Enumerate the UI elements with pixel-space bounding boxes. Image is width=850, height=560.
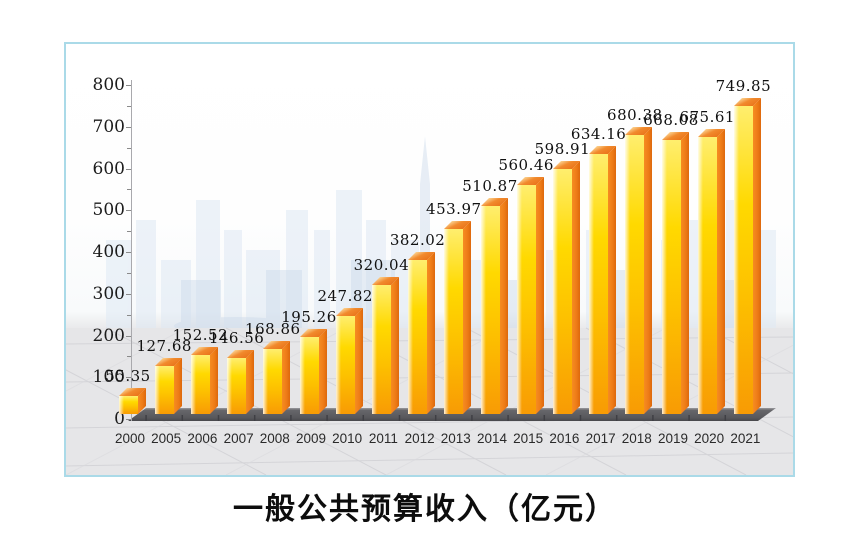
year-label: 2020 [694,431,725,446]
year-label: 2019 [657,431,689,446]
bar-2018: 680.38 [607,106,662,414]
bar-2013: 453.97 [426,200,481,414]
bar-2008: 168.86 [245,320,300,414]
bar-2012: 382.02 [390,231,445,414]
bar-2000: 55.35 [105,367,150,414]
x-axis-labels: 2000 2005 2006 2007 2008 2009 2010 2011 2012 2013… [66,44,793,475]
y-major-tick [126,377,131,379]
bar-value-label: 247.82 [317,286,373,305]
bar-value-label: 127.68 [136,336,192,355]
year-label: 2017 [585,431,616,446]
year-label: 2016 [549,431,580,446]
bar-value-label: 382.02 [389,230,446,249]
year-label: 2018 [621,431,652,446]
bar-value-label: 749.85 [715,76,772,95]
bar-2021: 749.85 [716,77,771,414]
year-label: 2010 [332,431,363,446]
bar-value-label: 668.08 [643,111,699,130]
y-major-tick [126,335,131,337]
year-label: 2012 [404,431,435,446]
floor-tick-marks [145,415,727,421]
bar-value-label: 195.26 [281,308,337,327]
y-tick-label: 600 [92,158,125,179]
y-minor-tick [127,272,131,274]
bar-2019: 668.08 [643,111,698,414]
bar-value-label: 320.04 [353,256,410,275]
chart-panel: 0 100 200 300 400 500 600 700 800 55.35 127.68 152… [64,42,795,477]
bar-2005: 127.68 [136,337,191,414]
bar-value-label: 560.46 [498,156,554,174]
year-label: 2000 [114,431,146,446]
y-tick-label: 200 [92,325,125,346]
y-major-tick [126,293,131,295]
year-label: 2011 [368,431,398,446]
bar-2011: 320.04 [354,256,409,414]
year-label: 2007 [223,431,254,446]
floor-slab [128,408,776,421]
bar-value-label: 168.86 [245,319,301,338]
y-tick-label: 400 [92,242,125,262]
y-axis-line [131,80,132,421]
y-tick-label: 300 [92,283,125,304]
bar-2007: 146.56 [209,329,264,414]
bar-2006: 152.52 [173,326,228,414]
bar-2009: 195.26 [281,308,336,414]
y-major-tick [126,168,131,170]
y-major-tick [126,85,131,86]
bar-2014: 510.87 [462,177,517,414]
y-tick-label: 100 [92,367,125,388]
year-label: 2013 [440,431,471,446]
bar-value-label: 55.35 [105,366,151,385]
y-tick-label: 0 [114,409,125,429]
bar-2020: 675.61 [679,108,734,414]
bar-value-label: 675.61 [679,107,735,126]
bar-value-label: 152.52 [172,326,229,345]
bar-2015: 560.46 [498,156,553,414]
bar-value-label: 680.38 [607,105,663,124]
y-tick-label: 800 [92,75,125,95]
y-minor-tick [127,356,131,358]
year-label: 2005 [151,431,182,446]
y-tick-label: 700 [92,116,125,137]
bar-value-label: 598.91 [534,139,591,158]
y-minor-tick [127,189,131,191]
y-axis: 0 100 200 300 400 500 600 700 800 [66,44,793,475]
year-label: 2009 [295,431,327,446]
year-label: 2015 [513,431,544,446]
y-minor-tick [127,105,131,107]
bar-value-label: 453.97 [426,200,482,219]
y-minor-tick [127,231,131,233]
bar-2017: 634.16 [571,125,626,414]
y-major-tick [126,126,131,128]
year-label: 2008 [259,431,290,446]
y-major-tick [126,252,131,253]
y-major-tick [126,419,131,420]
year-label: 2014 [476,431,508,446]
chart-title: 一般公共预算收入（亿元） [233,493,617,526]
y-minor-tick [127,314,131,316]
bar-value-label: 146.56 [208,328,265,347]
year-label: 2006 [187,431,218,446]
bars-area: 55.35 127.68 152.52 146.56 168.86 195.26 247.8… [66,44,793,475]
year-label: 2021 [730,431,761,446]
y-major-tick [126,210,131,212]
y-tick-label: 500 [92,200,125,221]
y-minor-tick [127,147,131,149]
bar-value-label: 510.87 [462,176,518,195]
bar-2010: 247.82 [317,287,372,414]
bar-value-label: 634.16 [570,125,627,144]
bar-2016: 598.91 [535,140,590,414]
